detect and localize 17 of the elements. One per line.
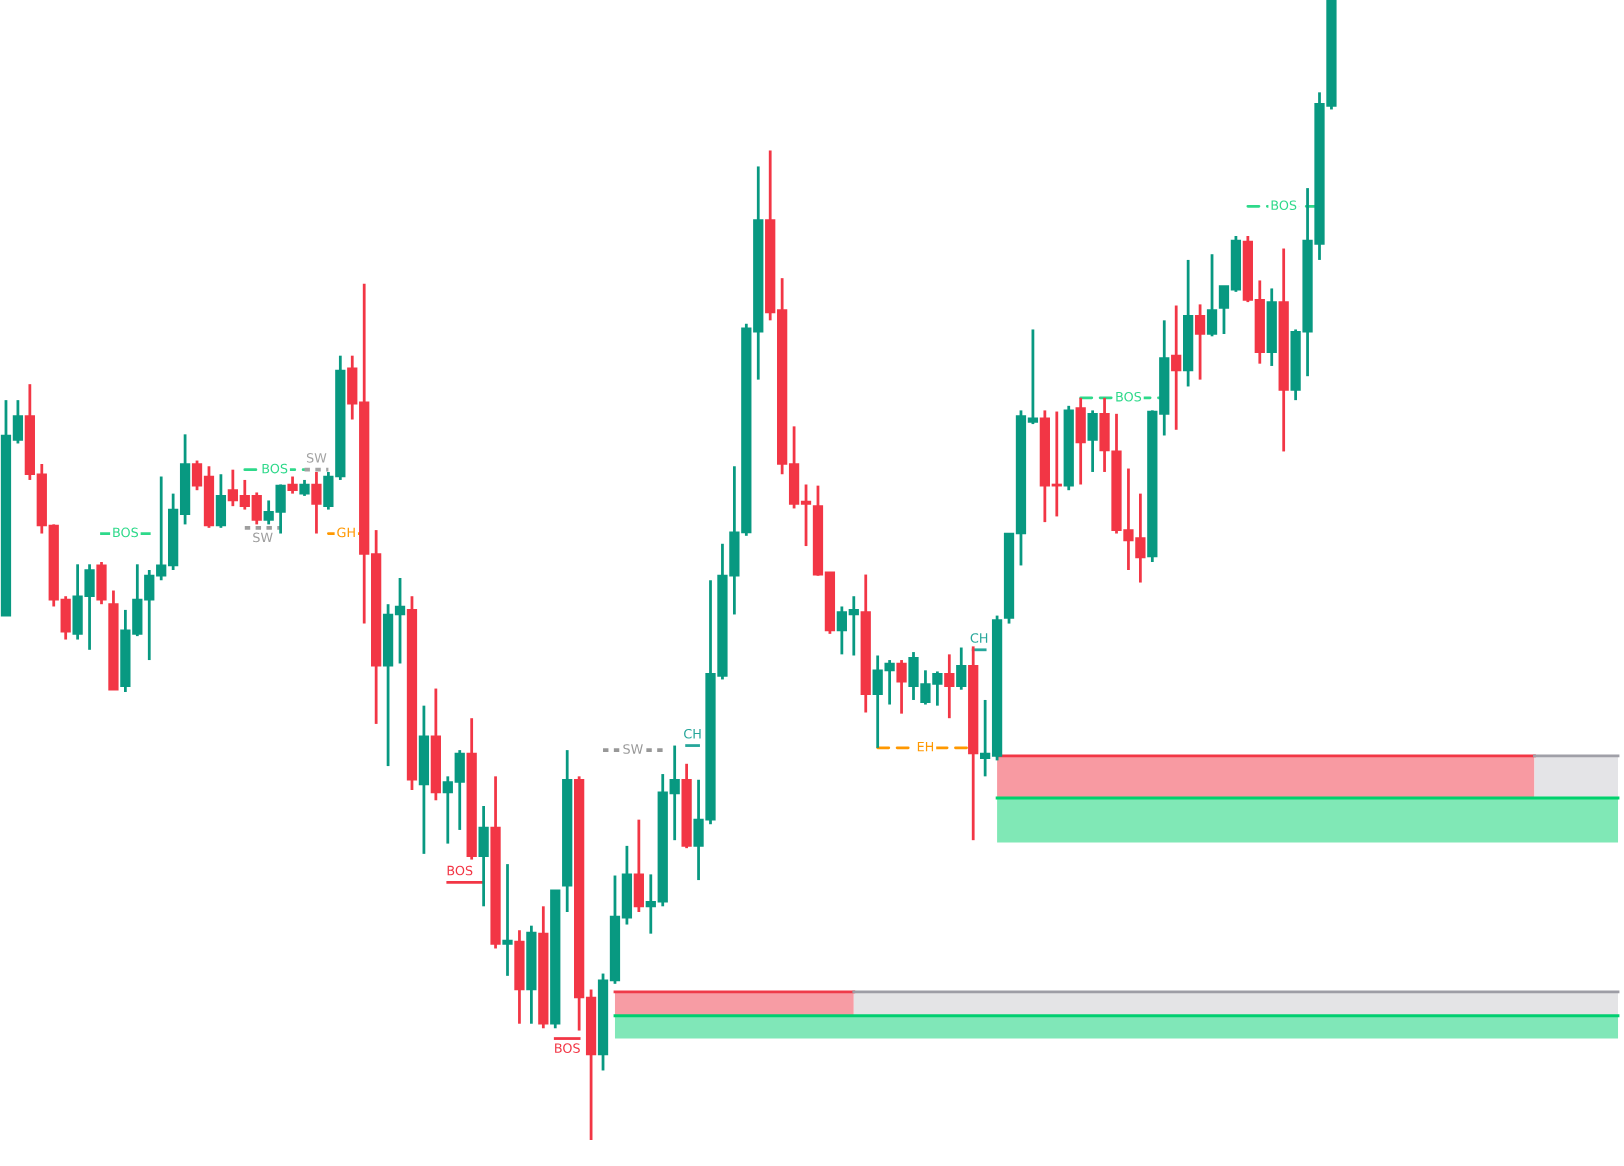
candlestick <box>896 658 907 716</box>
candlestick <box>478 804 489 908</box>
candlestick <box>1087 409 1098 474</box>
candlestick <box>1171 304 1182 432</box>
candlestick <box>514 928 525 1026</box>
candlestick <box>96 560 107 606</box>
candlestick <box>1075 396 1086 486</box>
candlestick <box>311 470 322 535</box>
candlestick <box>633 818 644 914</box>
candlestick <box>956 646 967 692</box>
candlestick <box>418 704 430 856</box>
candlestick <box>215 472 227 530</box>
candlestick <box>1194 302 1206 382</box>
candlestick <box>944 652 955 720</box>
candlestick <box>502 862 513 978</box>
candlestick <box>1206 252 1218 338</box>
candlestick <box>1099 396 1110 474</box>
